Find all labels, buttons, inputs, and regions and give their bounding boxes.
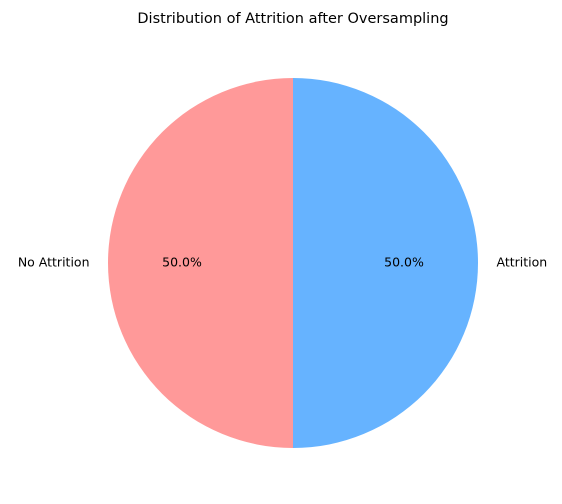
pie-slice-no-attrition xyxy=(108,78,293,448)
pie-slice-attrition xyxy=(293,78,478,448)
percent-label-no-attrition: 50.0% xyxy=(162,255,202,270)
pie-labels: No Attrition 50.0% Attrition 50.0% xyxy=(18,255,547,270)
chart-title: Distribution of Attrition after Oversamp… xyxy=(137,11,448,27)
percent-label-attrition: 50.0% xyxy=(384,255,424,270)
pie-slices xyxy=(108,78,478,448)
slice-label-attrition: Attrition xyxy=(497,255,548,270)
slice-label-no-attrition: No Attrition xyxy=(18,255,90,270)
